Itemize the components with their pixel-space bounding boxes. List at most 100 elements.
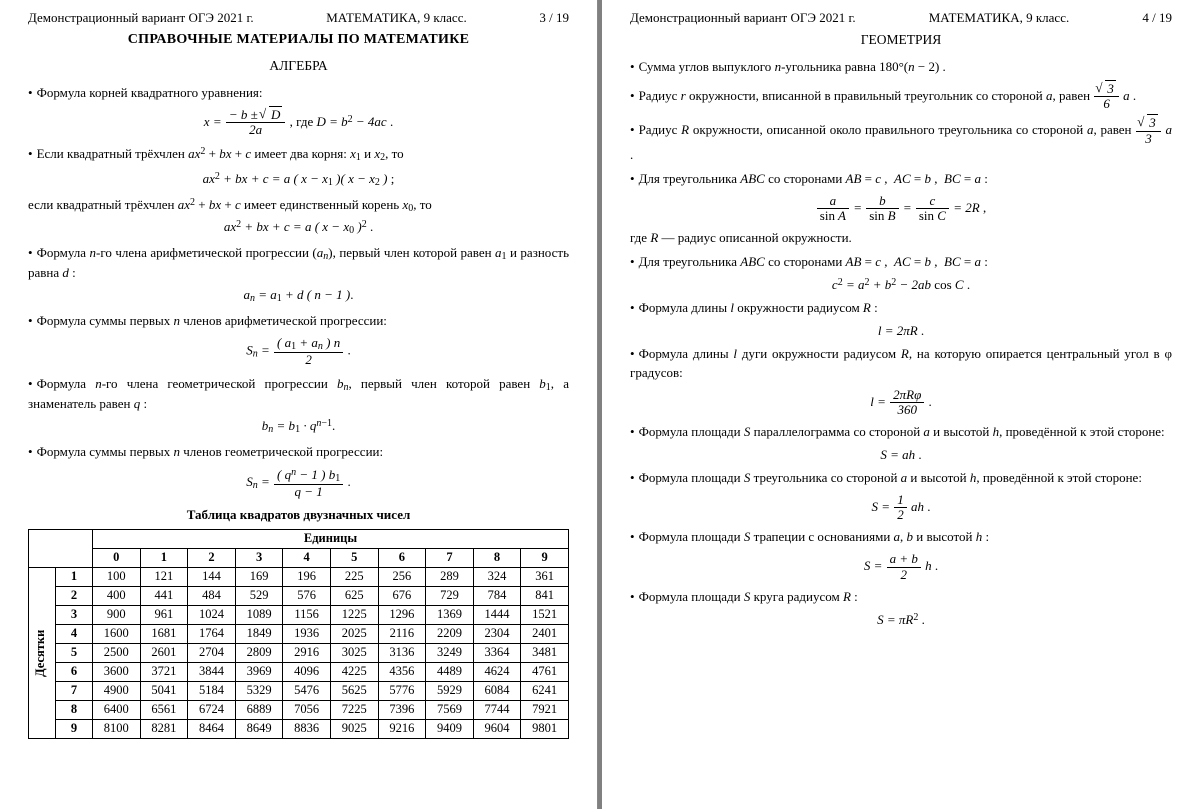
col-header: 0 (93, 548, 141, 567)
page-4: Демонстрационный вариант ОГЭ 2021 г. МАТ… (602, 0, 1200, 809)
bullet-arith-nth: •Формула n-го члена арифметической прогр… (28, 244, 569, 281)
bullet-polygon-angles: •Сумма углов выпуклого n-угольника равна… (630, 58, 1172, 77)
table-cell: 256 (378, 567, 426, 586)
table-cell: 2401 (521, 624, 569, 643)
table-cell: 784 (473, 586, 521, 605)
section-title-algebra: АЛГЕБРА (28, 58, 569, 74)
table-cell: 1936 (283, 624, 331, 643)
table-cell: 1296 (378, 605, 426, 624)
bullet-arith-sum: •Формула суммы первых n членов арифметич… (28, 312, 569, 330)
table-cell: 7056 (283, 700, 331, 719)
header-subject: МАТЕМАТИКА, 9 класс. (326, 10, 467, 26)
table-cell: 5476 (283, 681, 331, 700)
row-header: 6 (56, 662, 93, 681)
header-subject: МАТЕМАТИКА, 9 класс. (929, 10, 1070, 26)
table-cell: 7225 (330, 700, 378, 719)
row-header: 4 (56, 624, 93, 643)
table-cell: 361 (521, 567, 569, 586)
table-cell: 2916 (283, 643, 331, 662)
bullet-trapezoid-area: •Формула площади S трапеции с основаниям… (630, 528, 1172, 547)
table-cell: 4096 (283, 662, 331, 681)
table-cell: 2209 (426, 624, 474, 643)
text-single-root: если квадратный трёхчлен ax2 + bx + c им… (28, 196, 569, 216)
table-cell: 3600 (93, 662, 141, 681)
table-cell: 1156 (283, 605, 331, 624)
table-cell: 9025 (330, 719, 378, 738)
table-cell: 8836 (283, 719, 331, 738)
table-cell: 676 (378, 586, 426, 605)
col-header: 9 (521, 548, 569, 567)
table-cell: 576 (283, 586, 331, 605)
row-header: 5 (56, 643, 93, 662)
table-cell: 4900 (93, 681, 141, 700)
table-cell: 841 (521, 586, 569, 605)
table-cell: 7396 (378, 700, 426, 719)
formula-factoring-single-root: ax2 + bx + c = a ( x − x0 )2 . (28, 219, 569, 236)
bullet-triangle-area: •Формула площади S треугольника со сторо… (630, 469, 1172, 488)
bullet-inscribed-radius: •Радиус r окружности, вписанной в правил… (630, 82, 1172, 112)
table-cell: 529 (235, 586, 283, 605)
table-cell: 5329 (235, 681, 283, 700)
table-cell: 729 (426, 586, 474, 605)
header-source: Демонстрационный вариант ОГЭ 2021 г. (28, 10, 254, 26)
table-cell: 5041 (140, 681, 188, 700)
header-pagenum: 3 / 19 (539, 10, 569, 26)
page-3: Демонстрационный вариант ОГЭ 2021 г. МАТ… (0, 0, 598, 809)
bullet-geom-nth: •Формула n-го члена геометрической прогр… (28, 375, 569, 412)
table-cell: 5625 (330, 681, 378, 700)
bullet-factoring-two-roots: •Если квадратный трёхчлен ax2 + bx + c и… (28, 145, 569, 165)
col-header: 4 (283, 548, 331, 567)
table-cell: 6241 (521, 681, 569, 700)
header-source: Демонстрационный вариант ОГЭ 2021 г. (630, 10, 856, 26)
bullet-law-of-cosines: •Для треугольника ABC со сторонами AB = … (630, 253, 1172, 272)
table-cell: 289 (426, 567, 474, 586)
table-title: Таблица квадратов двузначных чисел (28, 507, 569, 523)
table-cell: 5776 (378, 681, 426, 700)
formula-trapezoid-area: S = a + b2 h . (630, 552, 1172, 582)
header-pagenum: 4 / 19 (1142, 10, 1172, 26)
table-cell: 1521 (521, 605, 569, 624)
table-cell: 2025 (330, 624, 378, 643)
table-cell: 1681 (140, 624, 188, 643)
bullet-quadratic-roots: •Формула корней квадратного уравнения: (28, 84, 569, 102)
table-cell: 8649 (235, 719, 283, 738)
table-cell: 4356 (378, 662, 426, 681)
table-cell: 6889 (235, 700, 283, 719)
running-header: Демонстрационный вариант ОГЭ 2021 г. МАТ… (630, 10, 1172, 26)
table-cell: 5184 (188, 681, 236, 700)
table-cell: 1600 (93, 624, 141, 643)
table-cell: 3136 (378, 643, 426, 662)
table-cell: 2304 (473, 624, 521, 643)
table-cell: 144 (188, 567, 236, 586)
table-cell: 900 (93, 605, 141, 624)
col-header: 5 (330, 548, 378, 567)
table-cell: 3969 (235, 662, 283, 681)
table-cell: 100 (93, 567, 141, 586)
table-cell: 9409 (426, 719, 474, 738)
row-header: 9 (56, 719, 93, 738)
table-cell: 4489 (426, 662, 474, 681)
col-header: 2 (188, 548, 236, 567)
formula-geom-sum: Sn = ( qn − 1 ) b1q − 1 . (28, 467, 569, 499)
col-header: 6 (378, 548, 426, 567)
tens-header: Десятки (29, 567, 56, 738)
table-cell: 1225 (330, 605, 378, 624)
row-header: 3 (56, 605, 93, 624)
table-cell: 1369 (426, 605, 474, 624)
formula-parallelogram-area: S = ah . (630, 447, 1172, 463)
table-cell: 9216 (378, 719, 426, 738)
formula-arith-nth: an = a1 + d ( n − 1 ). (28, 287, 569, 304)
formula-arc-length: l = 2πRφ360 . (630, 388, 1172, 418)
table-cell: 1849 (235, 624, 283, 643)
table-cell: 625 (330, 586, 378, 605)
table-cell: 8464 (188, 719, 236, 738)
col-header: 3 (235, 548, 283, 567)
running-header: Демонстрационный вариант ОГЭ 2021 г. МАТ… (28, 10, 569, 26)
table-cell: 2809 (235, 643, 283, 662)
table-cell: 4624 (473, 662, 521, 681)
table-cell: 1089 (235, 605, 283, 624)
row-header: 8 (56, 700, 93, 719)
table-cell: 1444 (473, 605, 521, 624)
table-cell: 2601 (140, 643, 188, 662)
section-title-geometry: ГЕОМЕТРИЯ (630, 32, 1172, 48)
